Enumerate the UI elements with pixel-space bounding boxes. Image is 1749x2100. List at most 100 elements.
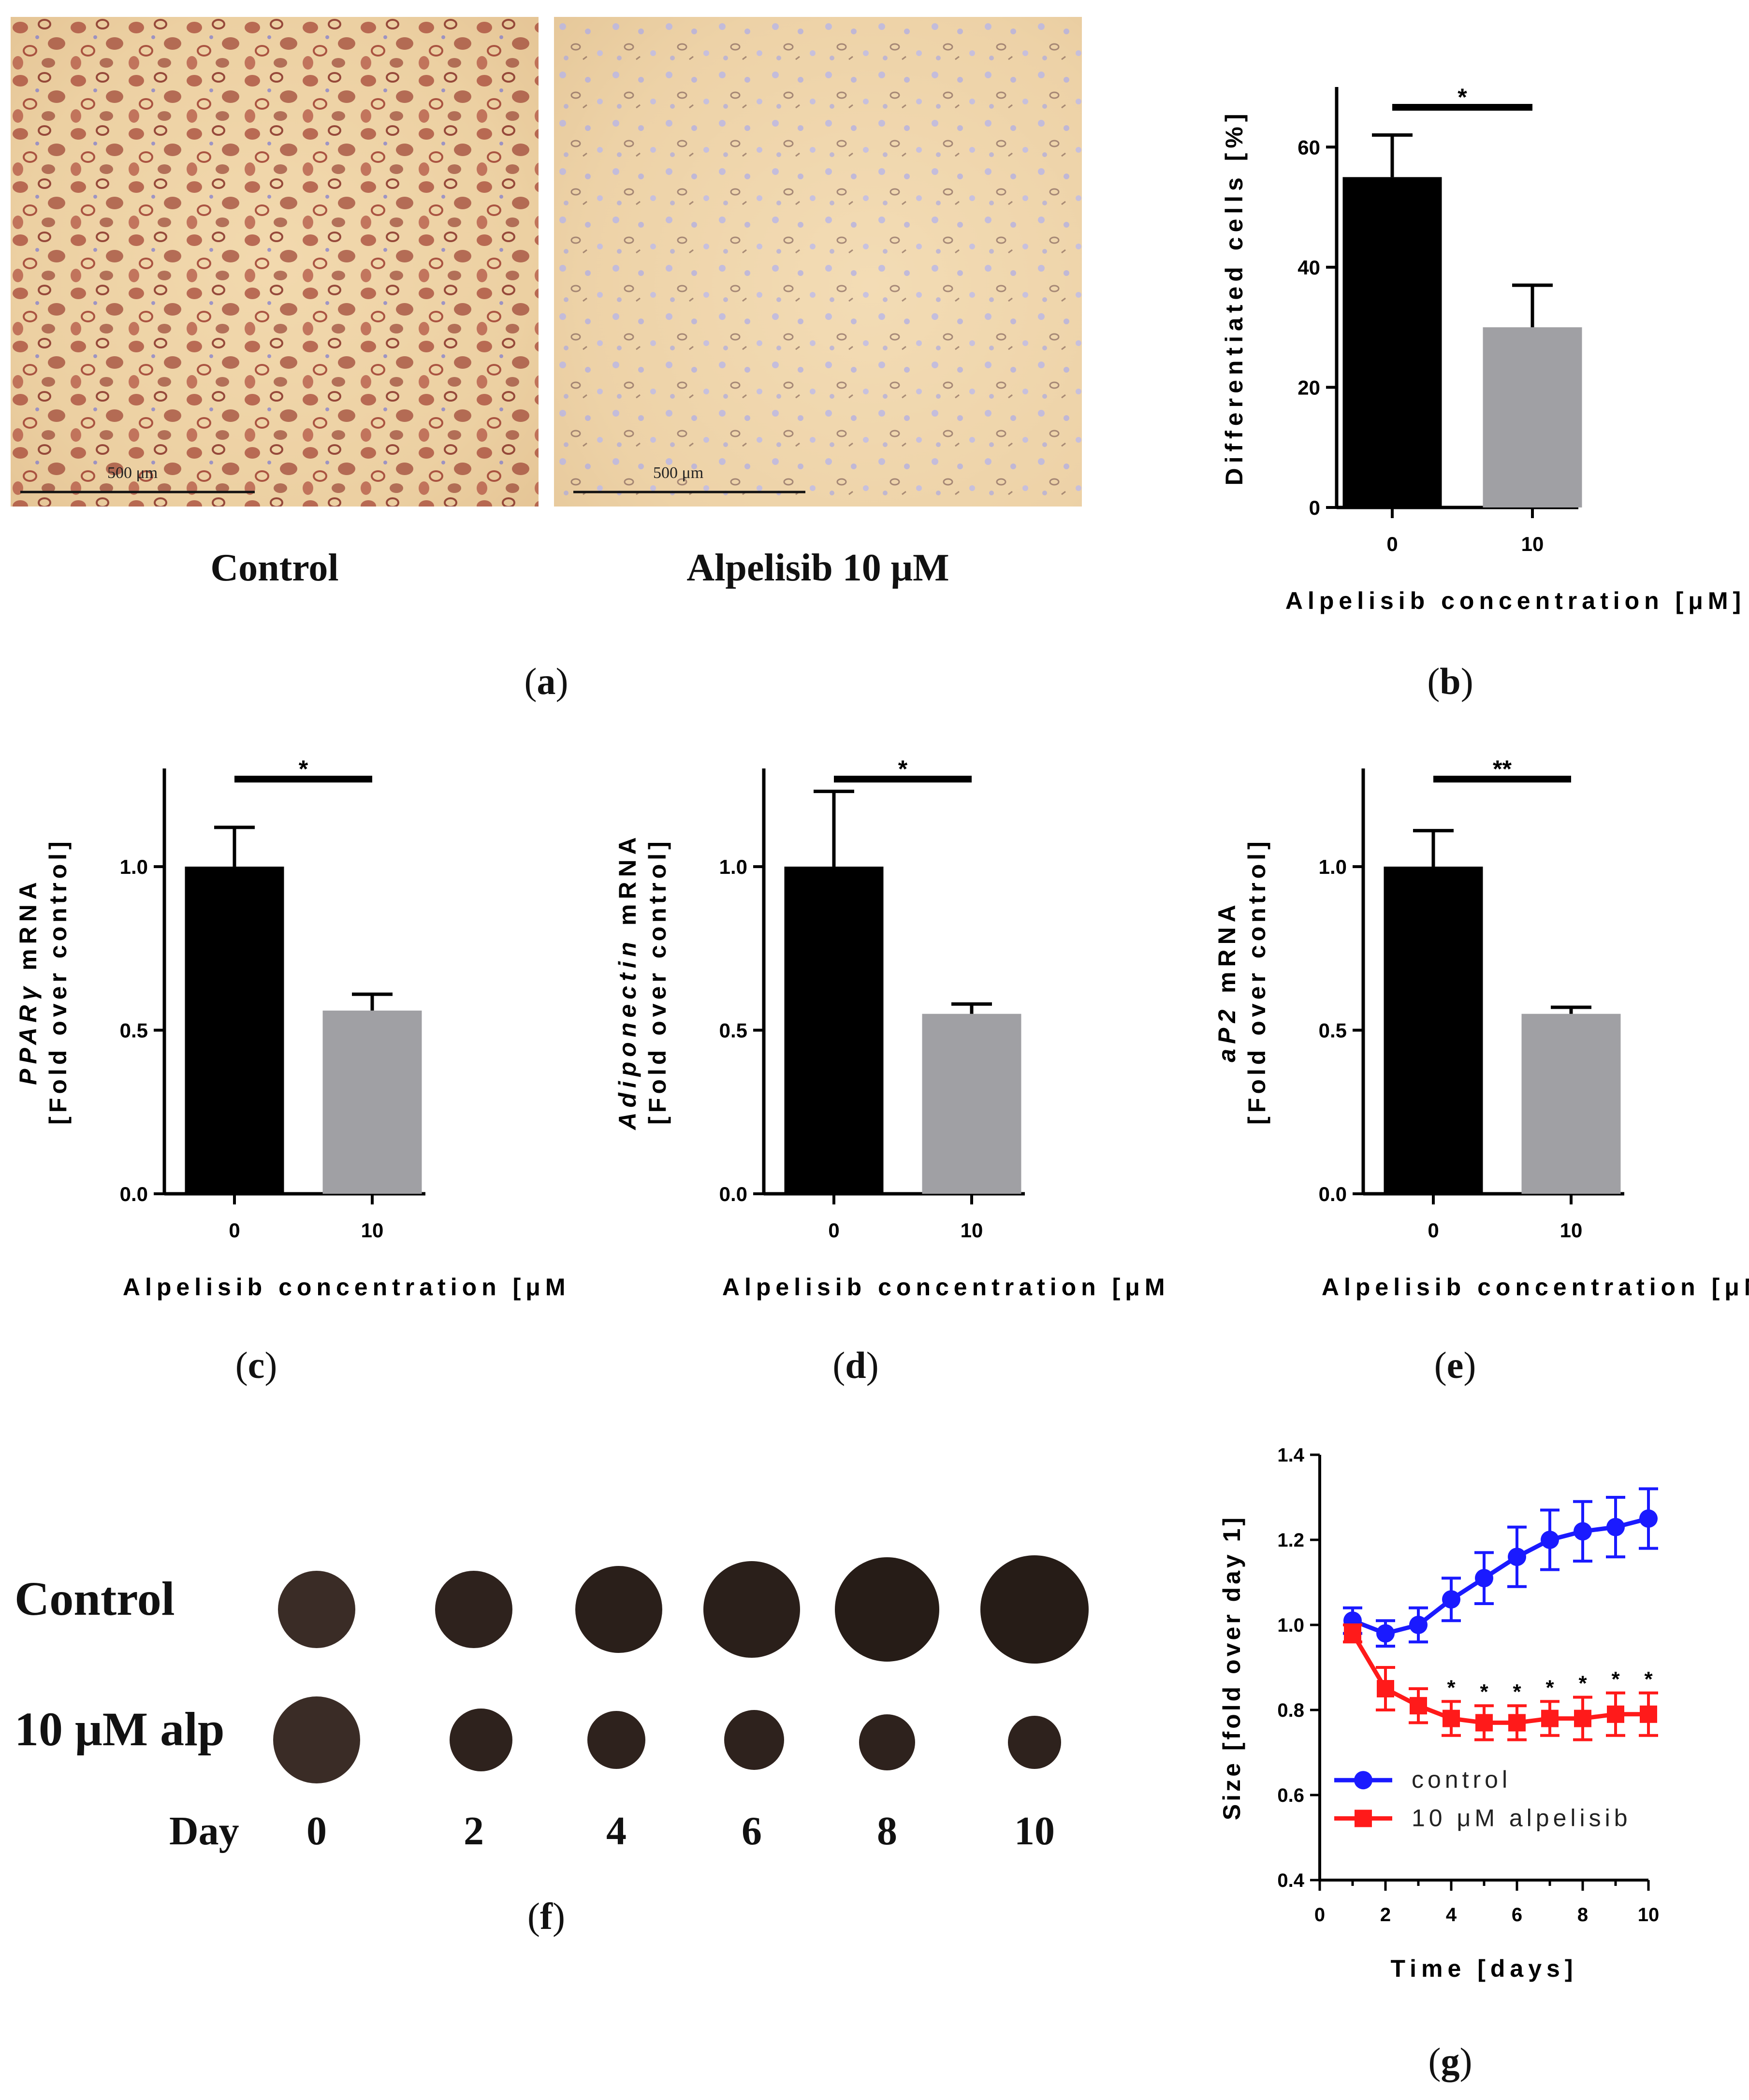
- chart-b: 0 20 40 60 0 10 * Alpelisib concentration [μM] D…: [1221, 84, 1746, 614]
- point-0-2: [1409, 1616, 1428, 1634]
- bar-0: [185, 867, 284, 1194]
- significance-mark: *: [1611, 1667, 1620, 1691]
- point-1-1: [1377, 1680, 1394, 1697]
- x-axis-label: Time [days]: [1391, 1955, 1578, 1982]
- point-1-5: [1508, 1714, 1526, 1732]
- point-1-7: [1574, 1709, 1591, 1727]
- x-tick-label: 0: [828, 1219, 839, 1242]
- point-0-3: [1442, 1590, 1460, 1609]
- y-tick-label: 0.5: [120, 1019, 148, 1042]
- caption-control: Control: [210, 547, 339, 589]
- legend-marker-0: [1354, 1771, 1372, 1790]
- spheroid-control-day0: [278, 1571, 355, 1648]
- day-2: 2: [464, 1809, 484, 1854]
- x-tick-label: 10: [1521, 533, 1544, 555]
- spheroid-alp-day8: [859, 1714, 915, 1770]
- y-tick-label: 40: [1297, 256, 1320, 279]
- control-cells-texture: [11, 17, 539, 507]
- spheroid-images: [273, 1555, 1089, 1783]
- spheroid-control-day6: [703, 1561, 800, 1658]
- legend-label-0: control: [1412, 1766, 1511, 1793]
- y-tick-label: 0.6: [1277, 1785, 1304, 1806]
- y-tick-label: 1.2: [1277, 1530, 1304, 1551]
- significance-mark: *: [1644, 1667, 1653, 1691]
- y-axis-label-2: [Fold over control]: [1243, 838, 1270, 1125]
- panel-letter-e: (e): [1434, 1344, 1476, 1386]
- significance-mark: *: [1578, 1672, 1587, 1695]
- bar-0: [784, 867, 884, 1194]
- spheroid-control-day10: [980, 1555, 1089, 1664]
- point-0-5: [1508, 1548, 1526, 1566]
- legend-marker-1: [1355, 1810, 1372, 1827]
- day-8: 8: [877, 1809, 897, 1854]
- y-tick-label: 1.0: [1277, 1615, 1304, 1636]
- chart-e: 0.0 0.5 1.0 0 10 ** Alpelisib concentration [μ…: [1213, 755, 1749, 1301]
- spheroid-alp-day2: [450, 1709, 512, 1771]
- series-line-1: [1351, 1632, 1648, 1725]
- micrograph-alpelisib: 500 μm: [554, 17, 1082, 507]
- y-tick-label: 1.0: [120, 855, 148, 878]
- spheroid-control-day4: [575, 1566, 662, 1653]
- day-4: 4: [606, 1809, 627, 1854]
- x-tick-label: 0: [1428, 1219, 1439, 1242]
- point-1-6: [1541, 1709, 1559, 1727]
- point-1-0: [1344, 1624, 1361, 1642]
- point-0-6: [1541, 1531, 1559, 1549]
- chart-d: 0.0 0.5 1.0 0 10 * Alpelisib concentration [μM…: [614, 755, 1170, 1301]
- scale-bar-label-alpelisib: 500 μm: [653, 464, 704, 482]
- point-1-2: [1410, 1697, 1427, 1715]
- x-axis-label: Alpelisib concentration [μM]: [1285, 587, 1746, 614]
- point-0-1: [1376, 1624, 1395, 1643]
- point-0-8: [1606, 1518, 1625, 1536]
- bar-0: [1342, 177, 1442, 507]
- spheroid-alp-day4: [587, 1711, 645, 1769]
- spheroid-control-day2: [435, 1571, 512, 1648]
- x-tick-label: 0: [1386, 533, 1398, 555]
- spheroid-control-day8: [835, 1557, 939, 1662]
- y-tick-label: 20: [1297, 376, 1320, 399]
- x-tick-label: 4: [1446, 1904, 1457, 1926]
- bar-10: [322, 1010, 422, 1194]
- y-axis-label: aP2 mRNA: [1213, 900, 1240, 1062]
- point-1-3: [1443, 1709, 1460, 1727]
- point-1-8: [1607, 1705, 1624, 1723]
- panel-letter-c: (c): [235, 1344, 277, 1386]
- caption-alpelisib: Alpelisib 10 μM: [686, 547, 949, 589]
- y-axis-label: Adiponectin mRNA: [614, 832, 641, 1131]
- significance-mark: *: [1513, 1680, 1521, 1704]
- point-1-9: [1640, 1705, 1657, 1723]
- x-tick-label: 10: [1560, 1219, 1583, 1242]
- y-tick-label: 1.4: [1277, 1445, 1304, 1466]
- significance-mark: *: [1545, 1676, 1554, 1699]
- scale-bar-label-control: 500 μm: [107, 464, 158, 482]
- y-tick-label: 0.8: [1277, 1700, 1304, 1721]
- y-tick-label: 0: [1309, 496, 1320, 519]
- x-axis-label: Alpelisib concentration [μM]: [722, 1274, 1170, 1301]
- y-tick-label: 0.5: [719, 1019, 747, 1042]
- spheroid-alp-day0: [273, 1696, 360, 1783]
- significance-mark: *: [1458, 84, 1467, 111]
- y-tick-label: 0.5: [1319, 1019, 1347, 1042]
- panel-letter-d: (d): [832, 1344, 879, 1386]
- day-0: 0: [306, 1809, 327, 1854]
- x-tick-label: 8: [1577, 1904, 1588, 1926]
- y-tick-label: 0.0: [1319, 1183, 1347, 1205]
- bar-10: [922, 1014, 1021, 1194]
- day-label: Day: [169, 1809, 239, 1854]
- chart-g: 0.4 0.6 0.8 1.0 1.2 1.4 0 2 4 6 8 10 * * * * * * * control 1…: [1218, 1445, 1660, 1982]
- significance-mark: *: [1480, 1680, 1488, 1704]
- x-tick-label: 10: [961, 1219, 983, 1242]
- x-axis-label: Alpelisib concentration [μM]: [1322, 1274, 1749, 1301]
- y-tick-label: 60: [1297, 136, 1320, 159]
- alpelisib-cells-texture: [554, 17, 1082, 507]
- micrograph-control: 500 μm: [11, 17, 539, 507]
- bar-10: [1521, 1014, 1621, 1194]
- point-0-9: [1639, 1509, 1658, 1528]
- chart-c: 0.0 0.5 1.0 0 10 * Alpelisib concentration [μM…: [15, 755, 570, 1301]
- significance-mark: *: [898, 755, 908, 782]
- x-tick-label: 10: [1638, 1904, 1660, 1926]
- y-tick-label: 1.0: [719, 855, 747, 878]
- panel-letter-f: (f): [527, 1895, 565, 1937]
- row-label-alpelisib: 10 μM alp: [15, 1702, 225, 1756]
- y-tick-label: 0.0: [120, 1183, 148, 1205]
